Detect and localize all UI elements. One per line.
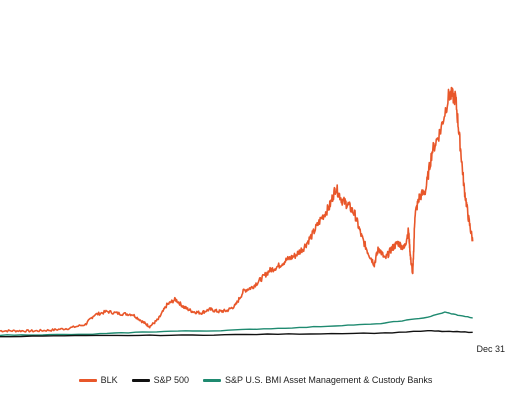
legend-swatch [78, 378, 97, 382]
legend-item-sp500: S&P 500 [131, 375, 189, 385]
legend-label: BLK [100, 375, 118, 385]
legend: BLK S&P 500 S&P U.S. BMI Asset Managemen… [0, 370, 511, 390]
legend-item-asset-mgmt: S&P U.S. BMI Asset Management & Custody … [202, 375, 433, 385]
legend-label: S&P U.S. BMI Asset Management & Custody … [224, 375, 433, 385]
series-line-1 [0, 330, 473, 338]
legend-swatch [202, 378, 221, 382]
legend-item-blk: BLK [78, 375, 118, 385]
legend-label: S&P 500 [153, 375, 189, 385]
x-tick-label: Dec 31 [476, 344, 505, 354]
series-line-0 [0, 86, 474, 333]
series-layer [0, 86, 474, 338]
legend-swatch [131, 378, 150, 382]
x-axis: Dec 31 [476, 344, 505, 354]
series-line-2 [0, 311, 473, 337]
